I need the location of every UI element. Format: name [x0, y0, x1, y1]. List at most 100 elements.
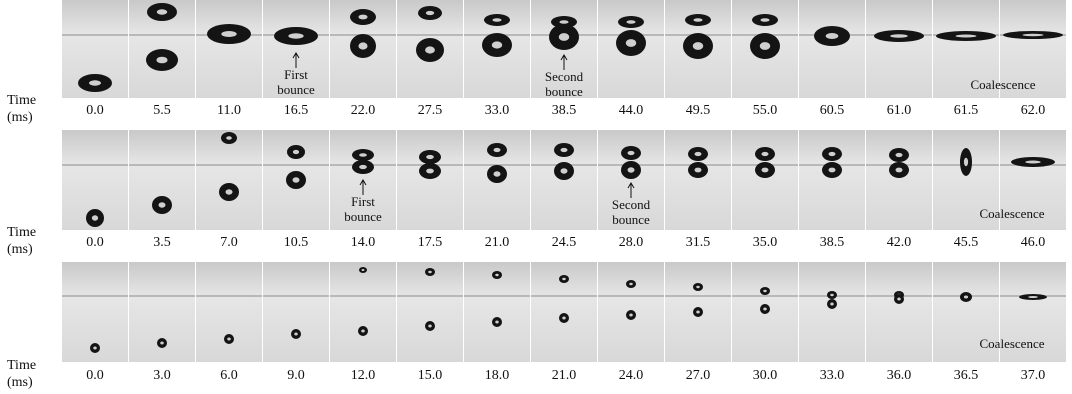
time-label: 9.0: [287, 368, 305, 383]
frame: [866, 0, 932, 98]
frame: [62, 262, 128, 362]
time-label: 42.0: [887, 235, 912, 250]
droplet-highlight: [359, 165, 367, 169]
droplet-highlight: [1023, 34, 1044, 36]
frame: [732, 262, 798, 362]
time-label: 33.0: [485, 103, 510, 118]
frame: [866, 262, 932, 362]
droplet-highlight: [495, 321, 499, 324]
droplet-highlight: [760, 42, 771, 50]
droplet-highlight: [763, 290, 767, 292]
annotation: First: [351, 194, 375, 209]
interface: [397, 34, 463, 36]
frame: [732, 130, 798, 230]
droplet-highlight: [227, 338, 231, 341]
frame: [196, 0, 262, 98]
time-label: 17.5: [418, 235, 443, 250]
time-label: 7.0: [220, 235, 238, 250]
frame: [799, 0, 865, 98]
droplet-highlight: [426, 11, 434, 15]
droplet-highlight: [92, 215, 98, 220]
droplet-highlight: [561, 148, 568, 152]
interface: [129, 164, 195, 166]
droplet-highlight: [561, 168, 568, 173]
time-label: 24.5: [552, 235, 577, 250]
droplet-highlight: [696, 311, 700, 314]
droplet-highlight: [829, 168, 836, 173]
interface: [62, 295, 128, 297]
droplet-highlight: [426, 169, 434, 174]
droplet-highlight: [562, 317, 566, 320]
droplet-highlight: [293, 150, 299, 154]
droplet-highlight: [762, 152, 769, 156]
frame-image: [799, 262, 865, 362]
droplet-highlight: [428, 271, 432, 273]
droplet-highlight: [562, 278, 566, 280]
annotation: Coalescence: [980, 336, 1045, 351]
droplet-highlight: [896, 153, 903, 157]
droplet-highlight: [626, 20, 635, 24]
frame-image: [397, 130, 463, 230]
interface: [62, 164, 128, 166]
time-label: 0.0: [86, 103, 104, 118]
frame: [263, 130, 329, 230]
frame-image: [799, 130, 865, 230]
axis-label: (ms): [7, 110, 33, 125]
time-label: 31.5: [686, 235, 711, 250]
frame-image: [196, 130, 262, 230]
frame-image: [397, 262, 463, 362]
droplet-highlight: [492, 18, 501, 22]
droplet-highlight: [494, 171, 501, 176]
droplet-highlight: [559, 20, 568, 24]
frame-image: [866, 262, 932, 362]
droplet-highlight: [358, 15, 367, 20]
interface: [196, 164, 262, 166]
frame-image: [330, 262, 396, 362]
time-label: 27.5: [418, 103, 443, 118]
time-label: 3.0: [153, 368, 171, 383]
annotation: bounce: [612, 212, 650, 227]
droplet-highlight: [695, 168, 702, 173]
droplet-highlight: [695, 152, 702, 156]
droplet-highlight: [221, 31, 236, 37]
frame: [531, 130, 597, 230]
interface: [732, 295, 798, 297]
droplet-highlight: [830, 294, 834, 296]
droplet-highlight: [358, 42, 367, 49]
droplet-highlight: [226, 189, 233, 194]
droplet-highlight: [693, 42, 704, 50]
time-label: 15.0: [418, 368, 443, 383]
axis-label: Time: [7, 358, 36, 373]
frame: [397, 130, 463, 230]
interface: [397, 295, 463, 297]
frame: [799, 262, 865, 362]
interface: [62, 34, 128, 36]
droplet-highlight: [762, 168, 769, 173]
frame: [799, 130, 865, 230]
time-label: 6.0: [220, 368, 238, 383]
droplet-highlight: [826, 33, 839, 39]
frame: [62, 0, 128, 98]
time-label: 0.0: [86, 235, 104, 250]
droplet-highlight: [362, 269, 365, 271]
frame-image: [196, 0, 262, 98]
annotation: First: [284, 67, 308, 82]
frame: [397, 0, 463, 98]
time-label: 11.0: [217, 103, 241, 118]
droplet-highlight: [156, 57, 167, 64]
droplet-highlight: [159, 202, 166, 207]
frame: [598, 262, 664, 362]
time-label: 14.0: [351, 235, 376, 250]
frame-image: [732, 130, 798, 230]
axis-label: Time: [7, 93, 36, 108]
interface: [464, 295, 530, 297]
droplet-highlight: [830, 303, 834, 306]
droplet-highlight: [288, 33, 303, 38]
frame: [464, 130, 530, 230]
frame-image: [866, 130, 932, 230]
interface: [263, 164, 329, 166]
frame: [263, 262, 329, 362]
droplet-highlight: [160, 342, 164, 345]
annotation: bounce: [344, 209, 382, 224]
frame: [464, 0, 530, 98]
